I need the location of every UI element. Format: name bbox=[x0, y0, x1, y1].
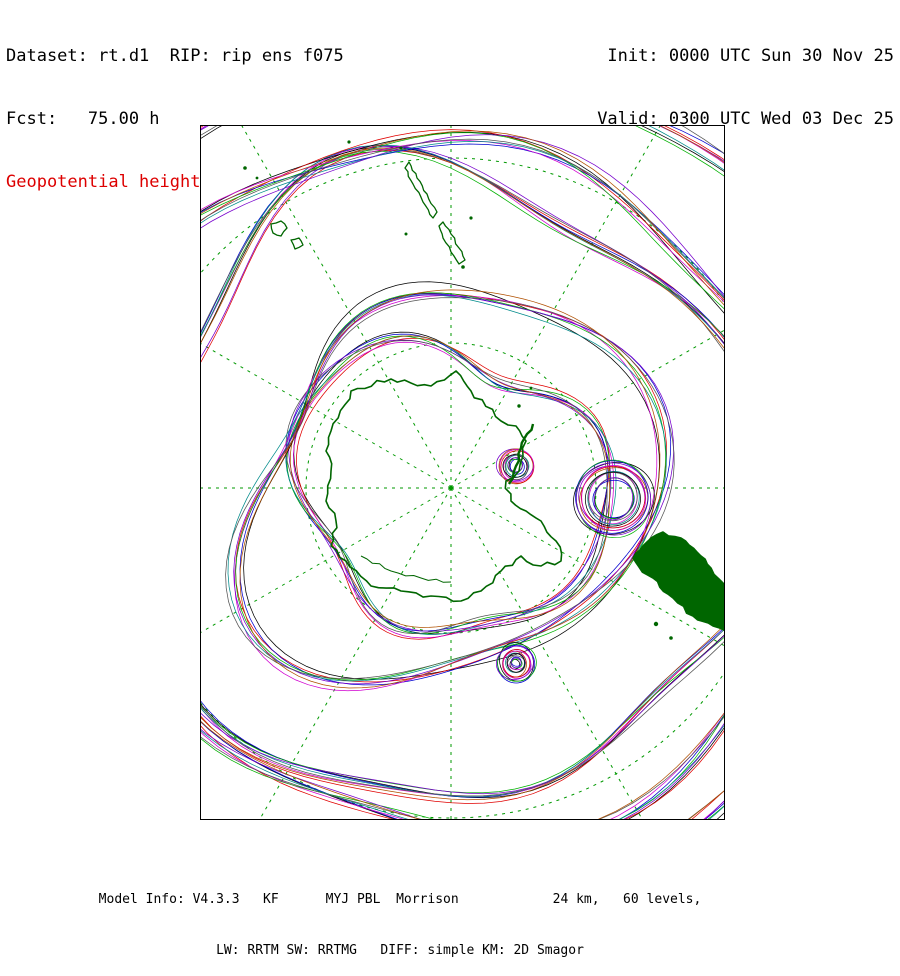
contour-corner-band bbox=[201, 126, 724, 819]
contour-corner-band bbox=[648, 126, 724, 819]
eddy-peninsula-low bbox=[498, 448, 534, 485]
contour-inner-band bbox=[293, 331, 609, 635]
contour-middle-band bbox=[227, 294, 667, 682]
contour-outer-band bbox=[201, 147, 724, 801]
forecast-hour-line: Fcst: 75.00 h bbox=[6, 109, 160, 129]
eddy-south-low bbox=[495, 645, 534, 680]
model-info-line2: LW: RRTM SW: RRTMG DIFF: simple KM: 2D S… bbox=[216, 943, 584, 958]
eddy-cutoff-low-ring bbox=[575, 462, 652, 536]
header-left: Dataset: rt.d1 RIP: rip ens f075 Fcst: 7… bbox=[6, 4, 344, 214]
eddy-cutoff-low-ring bbox=[573, 462, 655, 535]
coastlines bbox=[243, 140, 724, 640]
contour-outer-band bbox=[201, 150, 724, 804]
eddy-cutoff-low-ring bbox=[584, 471, 641, 527]
island-coast bbox=[270, 220, 288, 237]
contour-corner-band bbox=[201, 126, 724, 819]
islet bbox=[255, 176, 259, 180]
contour-corner-band bbox=[659, 126, 724, 819]
init-time-line: Init: 0000 UTC Sun 30 Nov 25 bbox=[607, 46, 894, 66]
contour-outer-band-2 bbox=[201, 132, 724, 819]
contour-outer-band bbox=[201, 144, 724, 797]
islet bbox=[461, 265, 465, 269]
islet bbox=[529, 386, 533, 390]
ice-shelf-edge bbox=[360, 555, 452, 583]
eddy-cutoff-low-ring bbox=[594, 477, 633, 521]
contour-outer-band bbox=[201, 144, 724, 798]
islet bbox=[347, 140, 351, 144]
eddy-peninsula-low bbox=[499, 449, 535, 483]
eddy-cutoff-low-ring bbox=[575, 460, 649, 534]
island-coast bbox=[404, 161, 438, 219]
island-coast bbox=[438, 221, 466, 265]
eddy-south-low bbox=[497, 643, 537, 682]
contour-outer-band-2 bbox=[201, 129, 724, 819]
eddy-south-low bbox=[510, 657, 522, 669]
contour-inner-band bbox=[289, 335, 611, 628]
valid-time-line: Valid: 0300 UTC Wed 03 Dec 25 bbox=[597, 109, 894, 129]
eddy-peninsula-low bbox=[504, 453, 529, 480]
dataset-line: Dataset: rt.d1 RIP: rip ens f075 bbox=[6, 46, 344, 66]
contour-inner-band bbox=[293, 341, 614, 639]
eddy-cutoff-low-ring bbox=[594, 477, 634, 520]
eddy-cutoff-low-ring bbox=[592, 479, 635, 519]
islet bbox=[517, 404, 521, 408]
islet bbox=[399, 146, 403, 150]
eddy-cutoff-low-ring bbox=[581, 465, 647, 531]
islet bbox=[653, 621, 659, 627]
contour-outer-band-2 bbox=[201, 130, 724, 819]
contour-corner-band bbox=[201, 126, 724, 819]
islet bbox=[469, 216, 473, 220]
field-label: Geopotential height bbox=[6, 172, 201, 192]
contour-outer-band-2 bbox=[201, 134, 724, 819]
contour-inner-band bbox=[285, 335, 617, 635]
island-coast bbox=[290, 237, 304, 250]
eddy-cutoff-low-ring bbox=[587, 472, 638, 522]
contour-outer-band bbox=[201, 150, 724, 794]
contour-middle-band bbox=[233, 294, 674, 685]
footer: Model Info: V4.3.3 KF MYJ PBL Morrison 2… bbox=[0, 857, 800, 976]
contour-inner-band bbox=[296, 337, 610, 640]
map-canvas bbox=[201, 126, 724, 819]
contour-corner-band bbox=[201, 126, 724, 819]
contour-outer-band-2 bbox=[201, 140, 724, 819]
eddy-south-low bbox=[502, 650, 532, 679]
contour-inner-band bbox=[285, 340, 608, 634]
contour-outer-band bbox=[201, 146, 724, 795]
header-right: Init: 0000 UTC Sun 30 Nov 25 Valid: 0300… bbox=[597, 4, 894, 151]
contour-middle-band bbox=[239, 289, 661, 689]
islet bbox=[669, 636, 673, 640]
contour-corner-band bbox=[635, 126, 724, 819]
contour-corner-band bbox=[201, 126, 724, 819]
contour-corner-band bbox=[201, 126, 724, 819]
contour-middle-band bbox=[234, 295, 658, 692]
contour-outer-band-2 bbox=[201, 138, 724, 819]
contour-middle-band bbox=[225, 297, 675, 679]
antarctic-peninsula bbox=[508, 423, 535, 485]
graticule bbox=[201, 126, 724, 819]
islet bbox=[404, 232, 408, 236]
contour-outer-band bbox=[201, 148, 724, 797]
eddy-south-low bbox=[506, 653, 526, 673]
islet bbox=[243, 166, 247, 170]
ensemble-contours bbox=[201, 126, 724, 819]
map-frame bbox=[200, 125, 725, 820]
south-america-tip bbox=[632, 531, 724, 632]
antarctica-coast bbox=[325, 370, 563, 603]
